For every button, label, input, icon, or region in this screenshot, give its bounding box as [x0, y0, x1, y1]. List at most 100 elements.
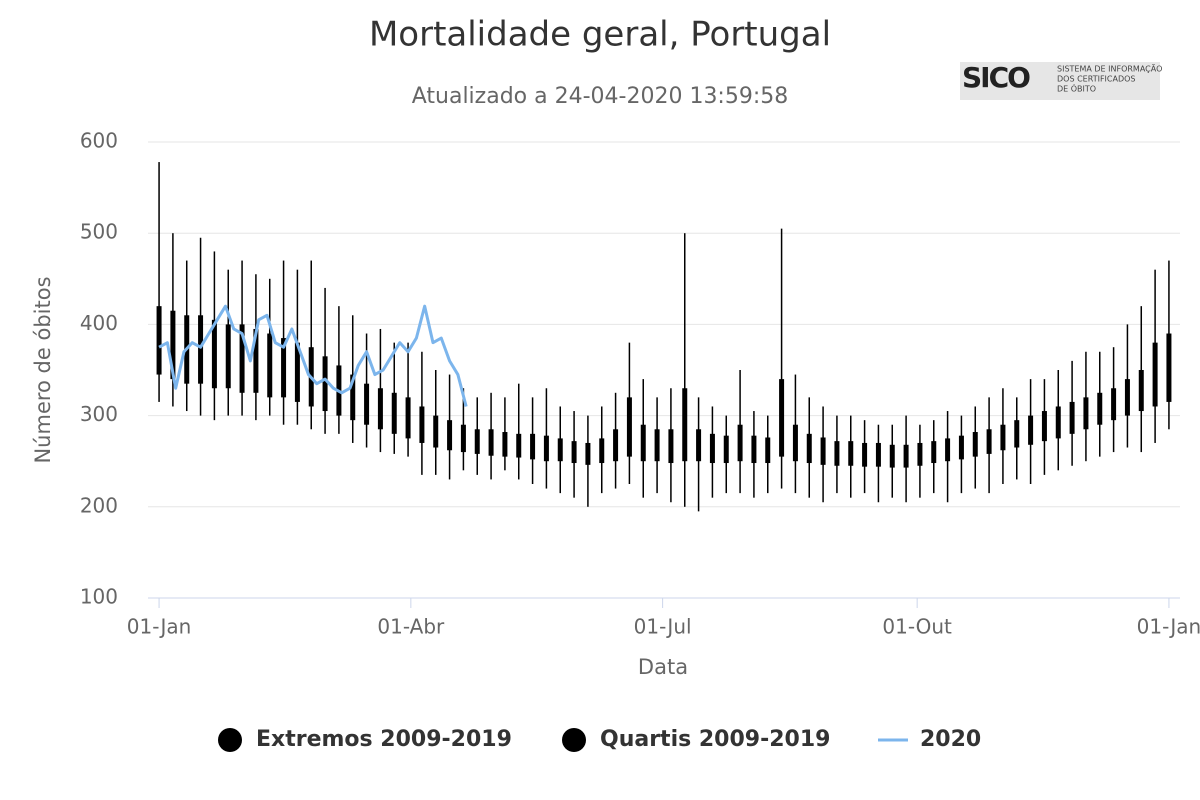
quartile-bar: [1152, 342, 1158, 407]
quartile-bar: [654, 429, 660, 462]
legend-label: Quartis 2009-2019: [600, 727, 830, 752]
chart-subtitle: Atualizado a 24-04-2020 13:59:58: [412, 84, 789, 109]
legend-label: Extremos 2009-2019: [256, 727, 512, 752]
x-tick-label: 01-Jan: [127, 615, 192, 639]
quartile-bar: [585, 442, 591, 465]
quartile-bar: [737, 424, 743, 462]
quartile-bar: [419, 406, 425, 443]
quartile-bar: [972, 432, 978, 457]
x-tick-label: 01-Jan: [1137, 615, 1200, 639]
logo-text: DOS CERTIFICADOS: [1057, 75, 1136, 84]
quartile-bar: [903, 444, 909, 468]
quartile-bar: [848, 441, 854, 466]
quartile-bar: [364, 383, 370, 425]
quartile-bar: [474, 429, 480, 454]
chart-title: Mortalidade geral, Portugal: [369, 15, 831, 55]
quartile-bar: [889, 444, 895, 468]
extreme-bar: [684, 233, 686, 507]
quartile-bar: [1041, 411, 1047, 442]
quartile-bar: [322, 356, 328, 412]
quartile-bar: [1097, 392, 1103, 425]
quartile-bar: [377, 388, 383, 430]
quartile-bar: [820, 437, 826, 465]
quartile-bar: [806, 433, 812, 464]
y-tick-label: 200: [80, 493, 118, 517]
y-axis-label: Número de óbitos: [31, 276, 55, 463]
quartile-bar: [779, 379, 785, 457]
legend-item[interactable]: Extremos 2009-2019: [218, 727, 512, 752]
quartile-bar: [613, 429, 619, 462]
quartile-bar: [709, 433, 715, 464]
quartile-bar: [253, 328, 259, 393]
quartile-bar: [640, 424, 646, 462]
quartile-bar: [1069, 401, 1075, 434]
quartile-bar: [267, 333, 273, 398]
logo-background: [960, 62, 1160, 100]
quartile-bar: [543, 435, 549, 462]
extreme-bar: [517, 383, 520, 480]
quartile-bar: [1014, 420, 1020, 448]
x-tick-label: 01-Out: [882, 615, 952, 639]
quartile-bar: [945, 438, 951, 462]
quartile-bar: [917, 442, 923, 466]
logo-name: SICO: [962, 61, 1030, 94]
quartile-bar: [792, 424, 798, 462]
x-tick-label: 01-Jul: [634, 615, 692, 639]
quartile-bar: [682, 388, 688, 462]
quartile-bar: [834, 441, 840, 466]
quartile-bar: [765, 437, 771, 464]
legend-item[interactable]: 2020: [878, 727, 981, 752]
quartile-bar: [1124, 379, 1130, 416]
quartile-bar: [447, 420, 453, 451]
quartile-bar: [1138, 370, 1144, 412]
y-tick-label: 300: [80, 402, 118, 426]
quartile-bar: [460, 424, 466, 453]
quartile-bar: [875, 442, 881, 467]
quartile-bar: [1000, 424, 1006, 451]
quartile-bar: [723, 435, 729, 464]
quartile-bar: [1083, 397, 1089, 430]
quartile-bar: [1055, 406, 1061, 439]
series-line: [158, 304, 468, 407]
quartile-bar: [1166, 333, 1172, 402]
quartile-bar: [958, 435, 964, 460]
extreme-bar: [780, 228, 783, 489]
quartile-bar: [696, 429, 702, 462]
legend-swatch: [562, 728, 586, 752]
quartile-bar: [225, 324, 231, 389]
quartile-bar: [530, 433, 536, 460]
legend-swatch: [218, 728, 242, 752]
y-tick-label: 400: [80, 311, 118, 335]
quartile-bar: [391, 392, 397, 434]
quartile-bar: [502, 432, 508, 457]
extreme-bar: [158, 162, 160, 402]
x-tick-label: 01-Abr: [377, 615, 445, 639]
quartile-bar: [1111, 388, 1117, 421]
quartile-bar: [281, 338, 287, 398]
quartile-bar: [156, 306, 162, 375]
quartile-bar: [571, 441, 577, 464]
y-tick-label: 600: [80, 129, 118, 153]
quartile-bar: [557, 438, 563, 462]
quartile-bar: [433, 415, 439, 448]
legend-item[interactable]: Quartis 2009-2019: [562, 727, 830, 752]
quartile-bar: [488, 429, 494, 456]
quartile-bar: [294, 342, 300, 402]
quartile-bar: [986, 429, 992, 454]
quartile-bar: [626, 397, 632, 457]
y-tick-label: 100: [80, 585, 118, 609]
logo-text: DE ÓBITO: [1057, 83, 1096, 94]
quartile-bar: [170, 310, 176, 380]
extreme-bar: [310, 260, 312, 430]
quartile-bar: [198, 315, 204, 384]
quartile-bar: [1028, 415, 1034, 445]
logo-text: SISTEMA DE INFORMAÇÃO: [1057, 64, 1162, 74]
legend-label: 2020: [920, 727, 981, 752]
quartile-bar: [862, 442, 868, 467]
y-tick-label: 500: [80, 220, 118, 244]
quartile-bar: [211, 319, 217, 389]
quartile-bar: [599, 438, 605, 464]
quartile-bar: [350, 374, 356, 421]
quartile-bar: [405, 397, 411, 439]
